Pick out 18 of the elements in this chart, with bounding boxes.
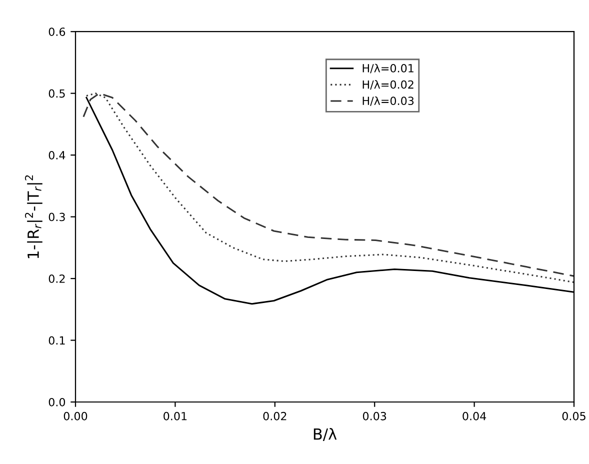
x-tick-label: 0.00 (64, 412, 88, 420)
legend-label: H/λ=0.01 (362, 64, 414, 74)
y-tick-label: 0.2 (48, 274, 65, 283)
x-tick-label: 0.01 (164, 412, 187, 420)
legend-label: H/λ=0.02 (362, 80, 414, 90)
y-axis-title: 1-|R$_{r}$|$^{2}$-|T$_{r}$|$^{2}$ (24, 175, 42, 258)
y-tick-label: 0.6 (48, 28, 66, 36)
legend-label: H/λ=0.03 (362, 96, 414, 106)
y-tick-label: 0.3 (48, 212, 65, 222)
y-tick-label: 0.0 (48, 398, 66, 406)
y-tick-label: 0.5 (48, 89, 65, 98)
x-tick-label: 0.02 (263, 412, 286, 420)
x-tick-label: 0.05 (562, 412, 586, 420)
x-tick-label: 0.04 (462, 412, 486, 420)
x-axis-title: B/λ (314, 428, 337, 442)
y-tick-label: 0.4 (48, 151, 66, 160)
y-tick-label: 0.1 (48, 336, 65, 345)
x-tick-label: 0.03 (362, 412, 386, 420)
